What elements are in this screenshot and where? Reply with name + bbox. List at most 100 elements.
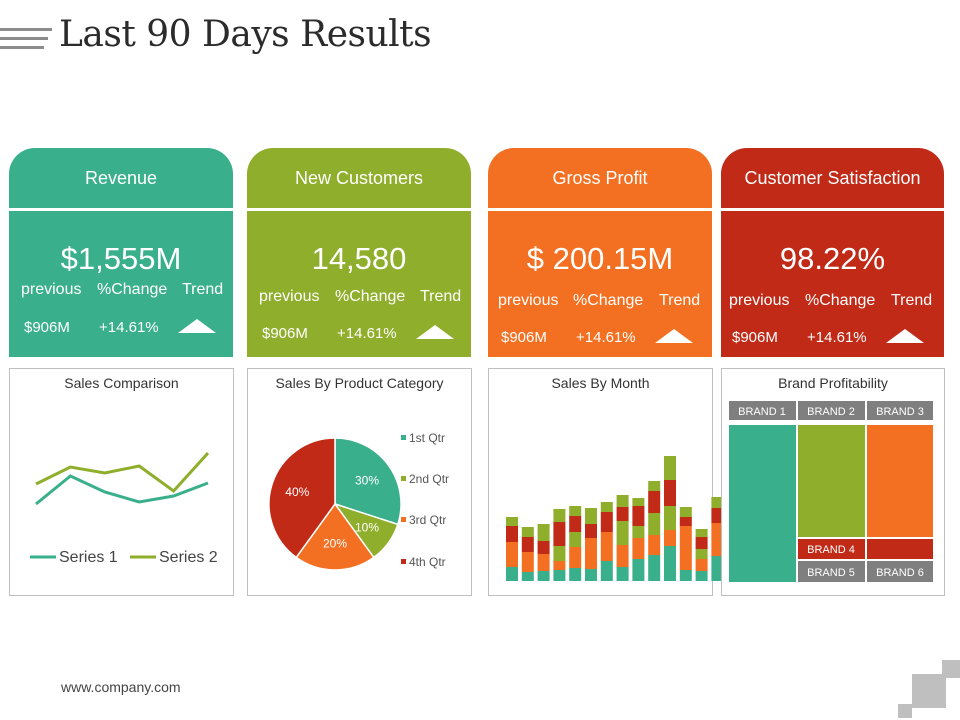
bar-segment [537, 571, 550, 581]
change-value: +14.61% [99, 319, 159, 336]
legend-3rd-qtr: 3rd Qtr [409, 513, 446, 527]
line-chart: Series 1 Series 2 [30, 451, 218, 566]
bar-segment [695, 559, 708, 571]
brand-1-label: BRAND 1 [738, 406, 786, 418]
trend-label: Trend [891, 292, 933, 309]
bar-segment [569, 506, 582, 516]
page-title: Last 90 Days Results [59, 14, 432, 55]
bar-segment [664, 506, 676, 530]
trend-label: Trend [659, 292, 701, 309]
previous-label: previous [21, 281, 82, 298]
brand-4-block [798, 539, 865, 559]
bar-segment [632, 526, 645, 538]
card-value: $1,555M [60, 241, 182, 276]
change-value: +14.61% [807, 329, 867, 346]
bar-segment [664, 480, 676, 506]
previous-label: previous [259, 288, 320, 305]
card-body: 98.22% previous %Change Trend $906M +14.… [721, 211, 944, 357]
change-label: %Change [573, 292, 644, 309]
brand-3-block [867, 425, 933, 537]
bar-segment [679, 517, 692, 526]
bar-segment [711, 556, 724, 581]
legend-series-2: Series 2 [159, 549, 218, 566]
bar-segment [537, 541, 550, 554]
title-decoration [0, 28, 52, 54]
brand-4-label: BRAND 4 [807, 544, 855, 556]
bar-segment [664, 530, 676, 546]
pie-slice-1st-qtr [334, 437, 402, 526]
legend-4th-qtr: 4th Qtr [409, 555, 446, 569]
brand-6-label: BRAND 6 [876, 567, 924, 579]
panel-sales-comparison: Sales Comparison Series 1 Series 2 [9, 368, 234, 596]
card-header: Customer Satisfaction [721, 148, 944, 208]
bar-segment [695, 571, 708, 581]
bar-segment [648, 491, 661, 513]
brand-3-label: BRAND 3 [876, 406, 924, 418]
bar-segment [521, 527, 534, 537]
card-body: $1,555M previous %Change Trend $906M +14… [9, 211, 233, 357]
pie-label-1st-qtr: 30% [355, 474, 379, 488]
bar-segment [569, 568, 582, 581]
bar-segment [537, 524, 550, 541]
bar-segment [600, 532, 613, 561]
bar-segment [585, 524, 597, 538]
previous-value: $906M [262, 325, 308, 342]
bar-segment [632, 498, 645, 506]
corner-square-small [942, 660, 960, 678]
trend-label: Trend [420, 288, 462, 305]
bar-segment [695, 549, 708, 559]
trend-up-icon [416, 325, 454, 339]
bar-segment [553, 561, 566, 570]
footer-url: www.company.com [61, 679, 181, 695]
chart-title: Sales By Product Category [275, 375, 444, 391]
bar-segment [521, 552, 534, 572]
panel-sales-by-month: Sales By Month [488, 368, 724, 596]
bar-segment [585, 508, 597, 524]
change-value: +14.61% [576, 329, 636, 346]
brand-2-block [798, 425, 865, 537]
panel-brand-profitability: Brand Profitability BRAND 1 BRAND 2 BRAN… [721, 368, 945, 596]
card-header: Revenue [9, 148, 233, 208]
pie-label-4th-qtr: 40% [285, 485, 309, 499]
bar-segment [695, 529, 708, 537]
legend-2nd-qtr: 2nd Qtr [409, 472, 449, 486]
card-body: $ 200.15M previous %Change Trend $906M +… [488, 211, 712, 357]
bar-segment [695, 537, 708, 549]
brand-4-block-extension [867, 539, 933, 559]
bar-segment [664, 456, 676, 480]
bar-segment [616, 567, 629, 581]
bar-segment [711, 508, 724, 523]
bar-segment [585, 538, 597, 569]
brand-5-block [798, 561, 865, 582]
legend-1st-qtr: 1st Qtr [409, 431, 445, 445]
pie-label-2nd-qtr: 10% [355, 520, 379, 534]
bar-segment [553, 570, 566, 581]
bar-segment [616, 495, 629, 507]
previous-label: previous [498, 292, 559, 309]
brand-2-label: BRAND 2 [807, 406, 855, 418]
bar-segment [506, 567, 518, 581]
bar-segment [632, 538, 645, 559]
legend-swatch-4th-qtr [401, 559, 406, 564]
chart-title: Sales By Month [551, 375, 650, 391]
legend-series-1: Series 1 [59, 549, 118, 566]
bar-segment [616, 545, 629, 567]
bar-segment [632, 506, 645, 526]
pie-slice-4th-qtr [268, 437, 336, 559]
trend-up-icon [886, 329, 924, 343]
change-label: %Change [97, 281, 168, 298]
change-value: +14.61% [337, 325, 397, 342]
card-header: Gross Profit [488, 148, 712, 208]
bar-segment [506, 517, 518, 526]
previous-value: $906M [732, 329, 778, 346]
change-label: %Change [335, 288, 406, 305]
bar-segment [648, 513, 661, 535]
bar-segment [600, 561, 613, 581]
bar-segment [506, 526, 518, 542]
brand-6-block [867, 561, 933, 582]
trend-up-icon [178, 319, 216, 333]
trend-up-icon [655, 329, 693, 343]
pie-label-3rd-qtr: 20% [323, 537, 347, 551]
trend-label: Trend [182, 281, 224, 298]
bar-segment [521, 537, 534, 552]
